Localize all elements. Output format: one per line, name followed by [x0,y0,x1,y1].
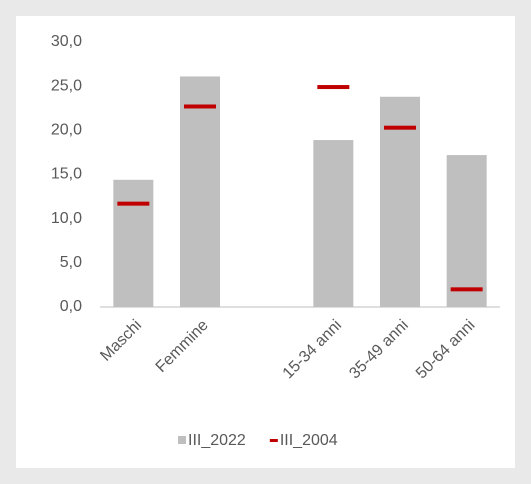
y-tick-label: 30,0 [51,33,82,50]
marker [317,85,350,90]
marker [117,201,150,206]
y-tick-label: 10,0 [51,210,82,227]
bar [313,140,354,307]
bar [113,179,154,307]
legend-label: III_2022 [188,432,246,449]
y-tick-label: 15,0 [51,166,82,183]
marker [384,125,416,130]
y-tick-label: 25,0 [51,77,82,94]
legend-swatch [178,436,186,444]
marker [184,104,216,109]
bar [446,155,487,307]
bar [380,96,420,308]
y-tick-label: 0,0 [60,298,82,315]
marker [450,287,483,292]
y-tick-label: 20,0 [51,122,82,139]
bar [180,76,220,307]
legend-label: III_2004 [280,432,338,449]
legend-swatch [269,439,278,442]
panel [16,16,515,468]
y-tick-label: 5,0 [60,254,82,271]
